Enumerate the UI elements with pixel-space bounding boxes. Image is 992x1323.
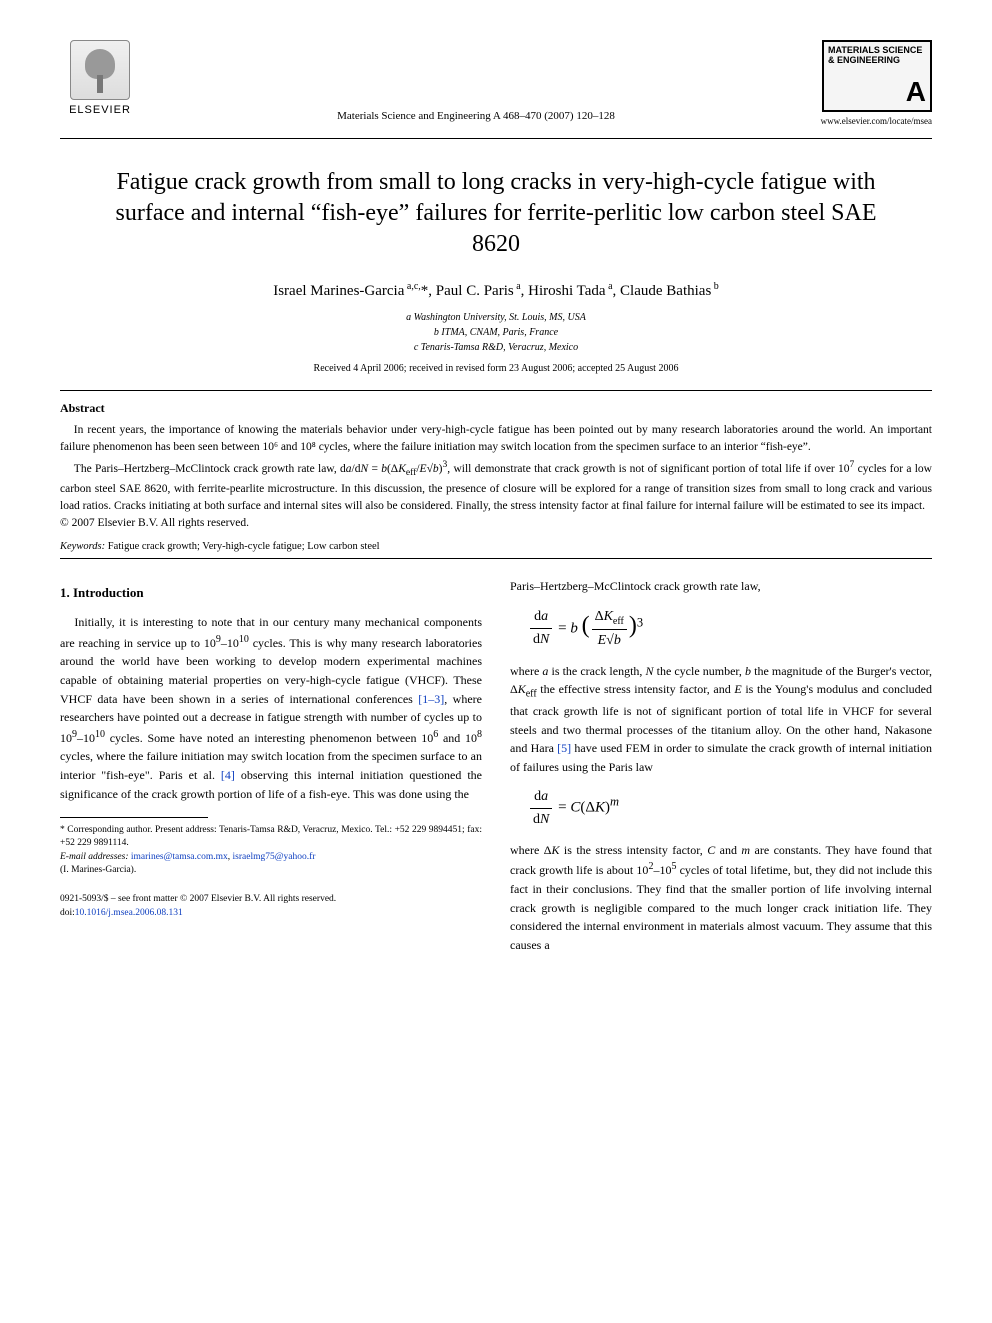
equals: = b bbox=[558, 620, 578, 636]
abstract-paragraph: The Paris–Hertzberg–McClintock crack gro… bbox=[60, 458, 932, 515]
denominator: E√b bbox=[592, 630, 627, 652]
numerator: da bbox=[530, 606, 552, 629]
denominator: dN bbox=[530, 809, 552, 831]
body-paragraph: Paris–Hertzberg–McClintock crack growth … bbox=[510, 577, 932, 596]
email-link[interactable]: israelmg75@yahoo.fr bbox=[233, 852, 316, 862]
journal-logo: MATERIALS SCIENCE & ENGINEERING A bbox=[822, 40, 932, 112]
abstract-paragraph: In recent years, the importance of knowi… bbox=[60, 422, 932, 457]
doi-line: doi:10.1016/j.msea.2006.08.131 bbox=[60, 907, 482, 920]
journal-reference: Materials Science and Engineering A 468–… bbox=[140, 40, 812, 122]
fraction: da dN bbox=[530, 786, 552, 830]
footer-block: 0921-5093/$ – see front matter © 2007 El… bbox=[60, 893, 482, 920]
publisher-name: ELSEVIER bbox=[69, 104, 131, 116]
doi-link[interactable]: 10.1016/j.msea.2006.08.131 bbox=[75, 908, 183, 918]
body-paragraph: where ΔK is the stress intensity factor,… bbox=[510, 841, 932, 955]
numerator: da bbox=[530, 786, 552, 809]
article-dates: Received 4 April 2006; received in revis… bbox=[60, 363, 932, 374]
paper-title: Fatigue crack growth from small to long … bbox=[90, 167, 902, 261]
journal-url: www.elsevier.com/locate/msea bbox=[812, 116, 932, 126]
keywords-text: Fatigue crack growth; Very-high-cycle fa… bbox=[105, 541, 379, 552]
divider bbox=[60, 558, 932, 559]
email-link[interactable]: imarines@tamsa.com.mx bbox=[131, 852, 228, 862]
exponent: m bbox=[610, 795, 619, 809]
affil-sup: a,c, bbox=[404, 281, 420, 292]
citation-link[interactable]: [5] bbox=[557, 741, 571, 755]
fraction: ΔKeff E√b bbox=[592, 606, 627, 652]
publisher-logo: ELSEVIER bbox=[60, 40, 140, 130]
citation-link[interactable]: [1–3] bbox=[418, 692, 444, 706]
elsevier-tree-icon bbox=[70, 40, 130, 100]
affil-sup: b bbox=[711, 281, 719, 292]
column-right: Paris–Hertzberg–McClintock crack growth … bbox=[510, 577, 932, 954]
affiliations: a Washington University, St. Louis, MS, … bbox=[60, 310, 932, 355]
keywords: Keywords: Fatigue crack growth; Very-hig… bbox=[60, 541, 932, 552]
affiliation: a Washington University, St. Louis, MS, … bbox=[60, 310, 932, 325]
numerator: ΔKeff bbox=[592, 606, 627, 630]
section-heading: 1. Introduction bbox=[60, 583, 482, 603]
affiliation: b ITMA, CNAM, Paris, France bbox=[60, 325, 932, 340]
divider bbox=[60, 138, 932, 139]
footnote-separator bbox=[60, 817, 208, 818]
corresponding-author-note: * Corresponding author. Present address:… bbox=[60, 824, 482, 851]
doi-label: doi: bbox=[60, 908, 75, 918]
column-left: 1. Introduction Initially, it is interes… bbox=[60, 577, 482, 954]
exponent: 3 bbox=[637, 615, 643, 629]
footnotes: * Corresponding author. Present address:… bbox=[60, 824, 482, 877]
affil-sup: a bbox=[514, 281, 521, 292]
authors: Israel Marines-Garcia a,c,*, Paul C. Par… bbox=[60, 281, 932, 300]
divider bbox=[60, 390, 932, 391]
journal-logo-letter: A bbox=[828, 78, 926, 106]
equation: da dN = b ( ΔKeff E√b )3 bbox=[528, 606, 932, 652]
corr-mark: * bbox=[421, 283, 429, 299]
body-columns: 1. Introduction Initially, it is interes… bbox=[60, 577, 932, 954]
front-matter-line: 0921-5093/$ – see front matter © 2007 El… bbox=[60, 893, 482, 906]
affiliation: c Tenaris-Tamsa R&D, Veracruz, Mexico bbox=[60, 340, 932, 355]
paren-open: ( bbox=[582, 612, 590, 638]
email-tail: (I. Marines-Garcia). bbox=[60, 864, 482, 877]
fraction: da dN bbox=[530, 606, 552, 650]
paren-close: ) bbox=[629, 612, 637, 638]
journal-logo-box: MATERIALS SCIENCE & ENGINEERING A www.el… bbox=[812, 40, 932, 126]
abstract-label: Abstract bbox=[60, 401, 932, 416]
citation-link[interactable]: [4] bbox=[221, 768, 235, 782]
affil-sup: a bbox=[606, 281, 613, 292]
equals: = C(ΔK) bbox=[558, 800, 610, 816]
journal-logo-title: MATERIALS SCIENCE & ENGINEERING bbox=[828, 46, 926, 66]
abstract-body: In recent years, the importance of knowi… bbox=[60, 422, 932, 515]
email-line: E-mail addresses: imarines@tamsa.com.mx,… bbox=[60, 851, 482, 864]
keywords-label: Keywords: bbox=[60, 541, 105, 552]
denominator: dN bbox=[530, 629, 552, 651]
equation: da dN = C(ΔK)m bbox=[528, 786, 932, 830]
email-label: E-mail addresses: bbox=[60, 852, 131, 862]
abstract-copyright: © 2007 Elsevier B.V. All rights reserved… bbox=[60, 517, 932, 529]
body-paragraph: Initially, it is interesting to note tha… bbox=[60, 613, 482, 803]
body-paragraph: where a is the crack length, N the cycle… bbox=[510, 662, 932, 777]
header-row: ELSEVIER Materials Science and Engineeri… bbox=[60, 40, 932, 130]
